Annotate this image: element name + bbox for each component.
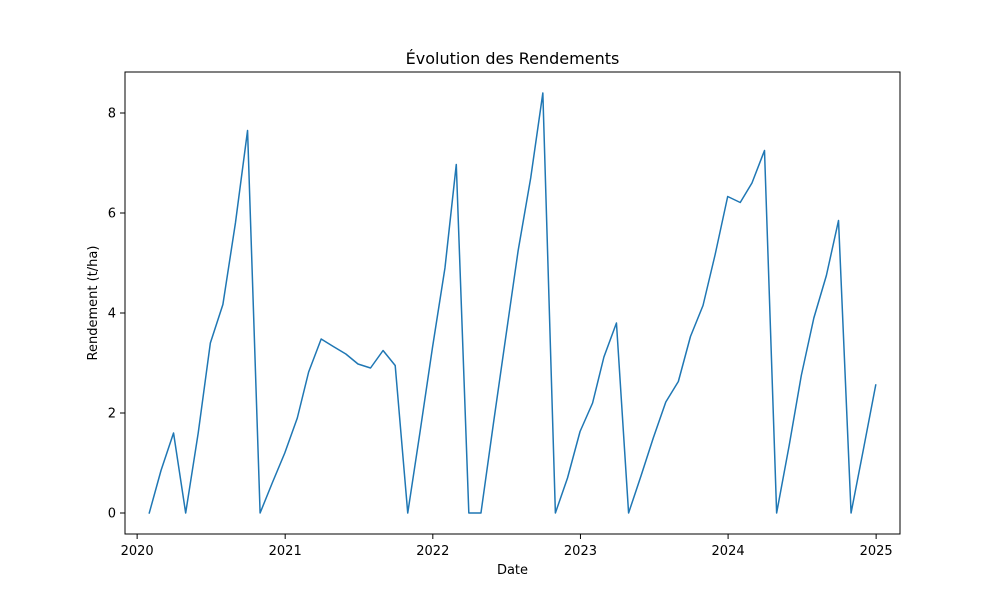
y-axis-ticks: 0 2 4 6 8 [108,107,125,522]
series-line [148,92,877,514]
y-tick-label: 8 [108,107,116,122]
y-tick-label: 4 [108,307,116,322]
plot-area: 2020 2021 2022 2023 2024 2025 0 2 4 6 8 [108,71,901,559]
plot-frame [124,71,901,535]
x-tick-label: 2021 [269,544,302,559]
x-tick-label: 2023 [564,544,597,559]
x-tick-label: 2024 [712,544,745,559]
x-tick-label: 2025 [860,544,893,559]
x-axis-ticks: 2020 2021 2022 2023 2024 2025 [121,534,893,559]
x-tick-label: 2022 [416,544,449,559]
y-tick-label: 6 [108,207,116,222]
y-tick-label: 0 [108,507,116,522]
x-tick-label: 2020 [121,544,154,559]
chart-title: Évolution des Rendements [406,49,620,68]
y-axis-label: Rendement (t/ha) [86,246,101,361]
x-axis-label: Date [497,563,528,578]
y-tick-label: 2 [108,407,116,422]
